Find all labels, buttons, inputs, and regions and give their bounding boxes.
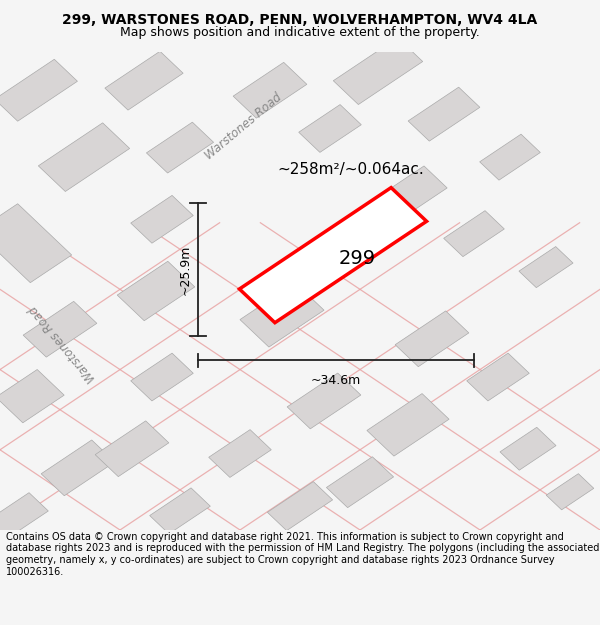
Text: ~25.9m: ~25.9m bbox=[178, 244, 191, 294]
Polygon shape bbox=[333, 38, 423, 104]
Text: ~34.6m: ~34.6m bbox=[311, 374, 361, 387]
Polygon shape bbox=[0, 59, 77, 121]
Polygon shape bbox=[0, 369, 64, 423]
Polygon shape bbox=[117, 261, 195, 321]
Polygon shape bbox=[105, 51, 183, 110]
Polygon shape bbox=[240, 282, 324, 347]
Polygon shape bbox=[146, 122, 214, 173]
Polygon shape bbox=[408, 87, 480, 141]
Polygon shape bbox=[131, 196, 193, 243]
Text: 299, WARSTONES ROAD, PENN, WOLVERHAMPTON, WV4 4LA: 299, WARSTONES ROAD, PENN, WOLVERHAMPTON… bbox=[62, 13, 538, 27]
Text: Contains OS data © Crown copyright and database right 2021. This information is : Contains OS data © Crown copyright and d… bbox=[6, 532, 599, 577]
Text: ~258m²/~0.064ac.: ~258m²/~0.064ac. bbox=[278, 162, 424, 177]
Polygon shape bbox=[233, 62, 307, 118]
Polygon shape bbox=[287, 373, 361, 429]
Polygon shape bbox=[149, 488, 211, 534]
Polygon shape bbox=[23, 301, 97, 357]
Polygon shape bbox=[239, 188, 427, 322]
Text: 299: 299 bbox=[338, 249, 376, 269]
Polygon shape bbox=[367, 394, 449, 456]
Text: Map shows position and indicative extent of the property.: Map shows position and indicative extent… bbox=[120, 26, 480, 39]
Polygon shape bbox=[443, 211, 505, 257]
Polygon shape bbox=[0, 204, 71, 282]
Polygon shape bbox=[546, 474, 594, 510]
Text: Warstones Road: Warstones Road bbox=[202, 90, 284, 162]
Polygon shape bbox=[369, 166, 447, 225]
Polygon shape bbox=[395, 311, 469, 367]
Polygon shape bbox=[467, 353, 529, 401]
Polygon shape bbox=[0, 492, 49, 539]
Polygon shape bbox=[41, 440, 115, 496]
Polygon shape bbox=[299, 104, 361, 152]
Polygon shape bbox=[131, 353, 193, 401]
Text: Warstones Road: Warstones Road bbox=[27, 302, 99, 384]
Polygon shape bbox=[479, 134, 541, 180]
Polygon shape bbox=[95, 421, 169, 477]
Polygon shape bbox=[209, 429, 271, 478]
Polygon shape bbox=[500, 428, 556, 470]
Polygon shape bbox=[38, 123, 130, 191]
Polygon shape bbox=[519, 247, 573, 288]
Polygon shape bbox=[326, 457, 394, 508]
Polygon shape bbox=[268, 482, 332, 531]
